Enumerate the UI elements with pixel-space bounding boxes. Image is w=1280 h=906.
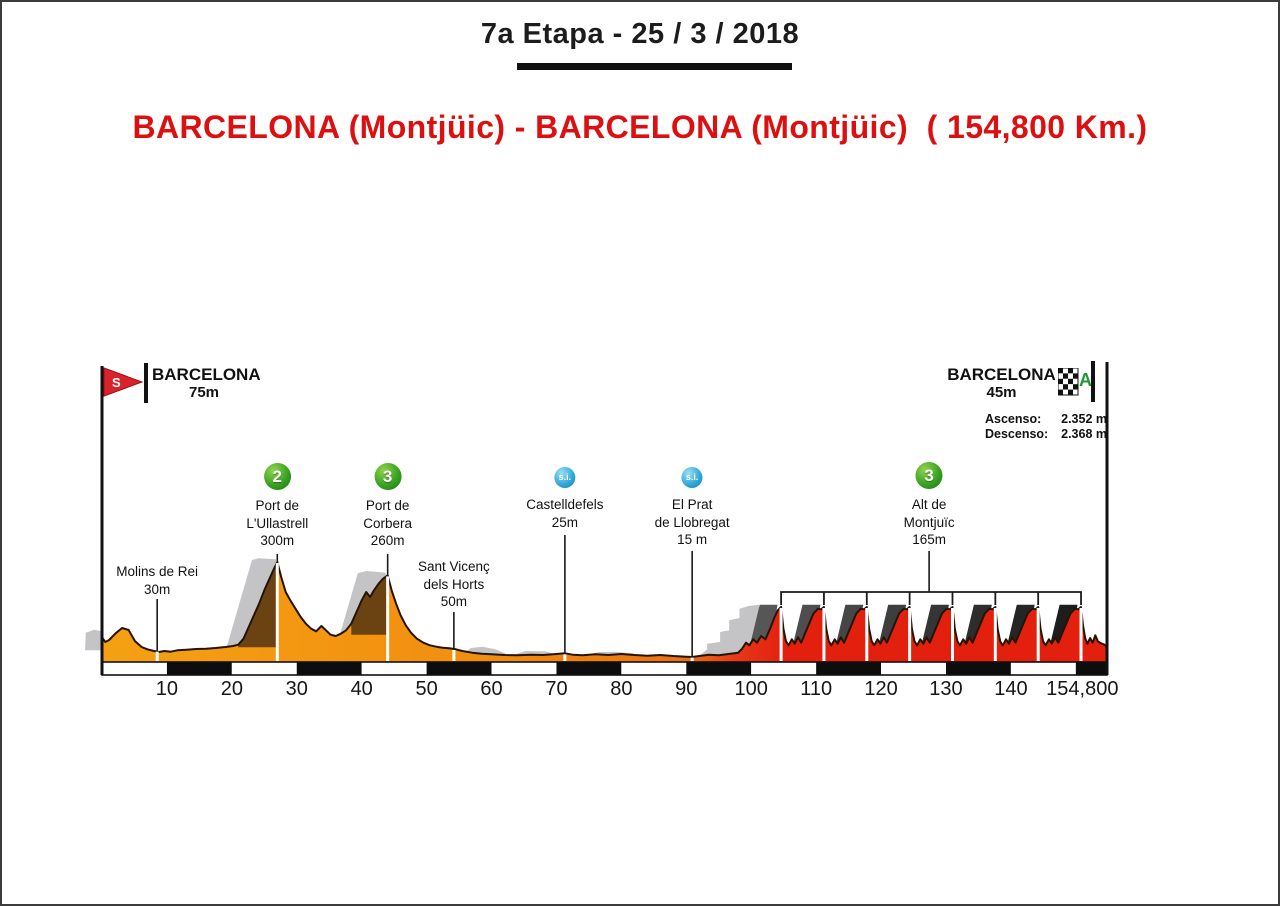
start-flag-letter: S [112, 375, 121, 390]
start-flag-icon: S [103, 367, 144, 397]
start-name: BARCELONA [152, 365, 261, 384]
poi-text-line: Port de [365, 498, 410, 513]
axis-tick-label: 140 [994, 678, 1028, 700]
scale-bar-segment [621, 662, 687, 675]
poi-text-line: Alt de [911, 497, 947, 512]
scale-bar-segment [1010, 662, 1076, 675]
circuit-bracket [780, 591, 1082, 605]
axis-tick-label: 120 [864, 678, 898, 700]
finish-name: BARCELONA [947, 365, 1056, 384]
scale-bar-segment [296, 662, 362, 675]
poi-text-line: 50m [440, 594, 467, 609]
scale-bar-segment [881, 662, 946, 675]
axis-tick-label: 130 [929, 678, 963, 700]
climb-category-icon: 2 [263, 463, 291, 490]
start-label: BARCELONA 75m [152, 365, 272, 402]
ascent-value: 2.352 m [1061, 412, 1107, 426]
poi-text-line: Port de [255, 498, 300, 513]
scale-bar-segment [102, 662, 167, 675]
descent-value: 2.368 m [1061, 427, 1107, 441]
finish-altitude: 45m [986, 384, 1017, 401]
axis-tick-label: 40 [350, 678, 373, 700]
scale-bar-segment [166, 662, 232, 675]
finish-flagpole [1091, 361, 1095, 402]
descent-label: Descenso: [985, 427, 1049, 441]
climb-face-shade [351, 575, 388, 635]
poi-text-line: de Llobregat [654, 514, 730, 530]
poi-text-line: dels Horts [423, 576, 485, 592]
poi-text-line: 300m [260, 533, 295, 548]
intermediate-sprint-icon: s.i. [554, 467, 576, 488]
poi-text-line: Montjuïc [903, 514, 955, 530]
scale-bar-segment [686, 662, 752, 675]
scale-bar-segment [816, 662, 882, 675]
scale-bar-segment [945, 662, 1011, 675]
poi-label-el-prat-de-llobregat: s.i. El Prat de Llobregat 15 m [655, 467, 730, 549]
poi-text-line: Molins de Rei [116, 564, 199, 579]
poi-label-sant-vicenc-dels-horts: Sant Vicenç dels Horts 50m [418, 558, 490, 611]
axis-tick-label: 90 [675, 678, 698, 700]
elevation-outline [101, 561, 1108, 658]
finish-label: BARCELONA 45m [944, 365, 1059, 402]
elevation-area [102, 562, 1107, 662]
start-flagpole [144, 363, 148, 403]
finish-flag-letter: A [1079, 370, 1092, 390]
scale-bar-segment [556, 662, 622, 675]
poi-text-line: L'Ullastrell [246, 515, 309, 531]
axis-tick-label: 70 [545, 678, 568, 700]
scale-bar-segment [426, 662, 492, 675]
axis-tick-label: 20 [220, 678, 243, 700]
scale-bar-segment [491, 662, 557, 675]
scale-bar-segment [361, 662, 427, 675]
profile-shadow [85, 629, 102, 651]
page-title: 7a Etapa - 25 / 3 / 2018 [480, 18, 800, 50]
title-underline [517, 63, 792, 70]
route-title: BARCELONA (Montjüic) - BARCELONA (Montjü… [132, 109, 1148, 145]
poi-text-line: 165m [912, 532, 946, 547]
axis-tick-label: 80 [610, 678, 633, 700]
axis-tick-label: 10 [155, 678, 179, 700]
climb-category-icon: 3 [915, 462, 943, 489]
poi-text-line: 15 m [677, 532, 708, 547]
elevation-stats: Ascenso: 2.352 m Descenso: 2.368 m [985, 412, 1107, 442]
scale-bar-segment [751, 662, 817, 675]
scale-bar-segment [231, 662, 297, 675]
climb-category-icon: 3 [374, 463, 402, 490]
poi-text-line: El Prat [671, 497, 713, 512]
intermediate-sprint-icon: s.i. [681, 467, 703, 488]
poi-text-line: 25m [551, 514, 579, 530]
ascent-label: Ascenso: [985, 412, 1042, 426]
axis-tick-label: 30 [285, 678, 308, 700]
axis-tick-label: 100 [734, 678, 768, 700]
start-altitude: 75m [188, 384, 220, 401]
poi-label-molins-de-rei: Molins de Rei 30m [116, 563, 198, 598]
axis-tick-label: 50 [415, 678, 438, 700]
poi-text-line: Castelldefels [526, 497, 604, 512]
finish-checkered-flag-icon [1058, 368, 1079, 396]
profile-shadow [698, 604, 759, 657]
poi-text-line: Corbera [363, 515, 413, 531]
axis-tick-label: 154,800 [1046, 678, 1119, 700]
poi-text-line: Sant Vicenç [417, 559, 490, 574]
axis-tick-label: 110 [800, 678, 833, 700]
poi-label-alt-de-montjuic: 3 Alt de Montjuïc 165m [904, 462, 955, 549]
poi-label-port-de-corbera: 3 Port de Corbera 260m [363, 463, 412, 550]
poi-label-port-de-l-ullastrell: 2 Port de L'Ullastrell 300m [246, 463, 308, 550]
scale-bar-segment [1075, 662, 1107, 675]
poi-label-castelldefels: s.i. Castelldefels 25m [526, 467, 604, 531]
poi-text-line: 260m [370, 533, 405, 548]
poi-text-line: 30m [144, 581, 171, 597]
axis-tick-label: 60 [480, 678, 503, 700]
